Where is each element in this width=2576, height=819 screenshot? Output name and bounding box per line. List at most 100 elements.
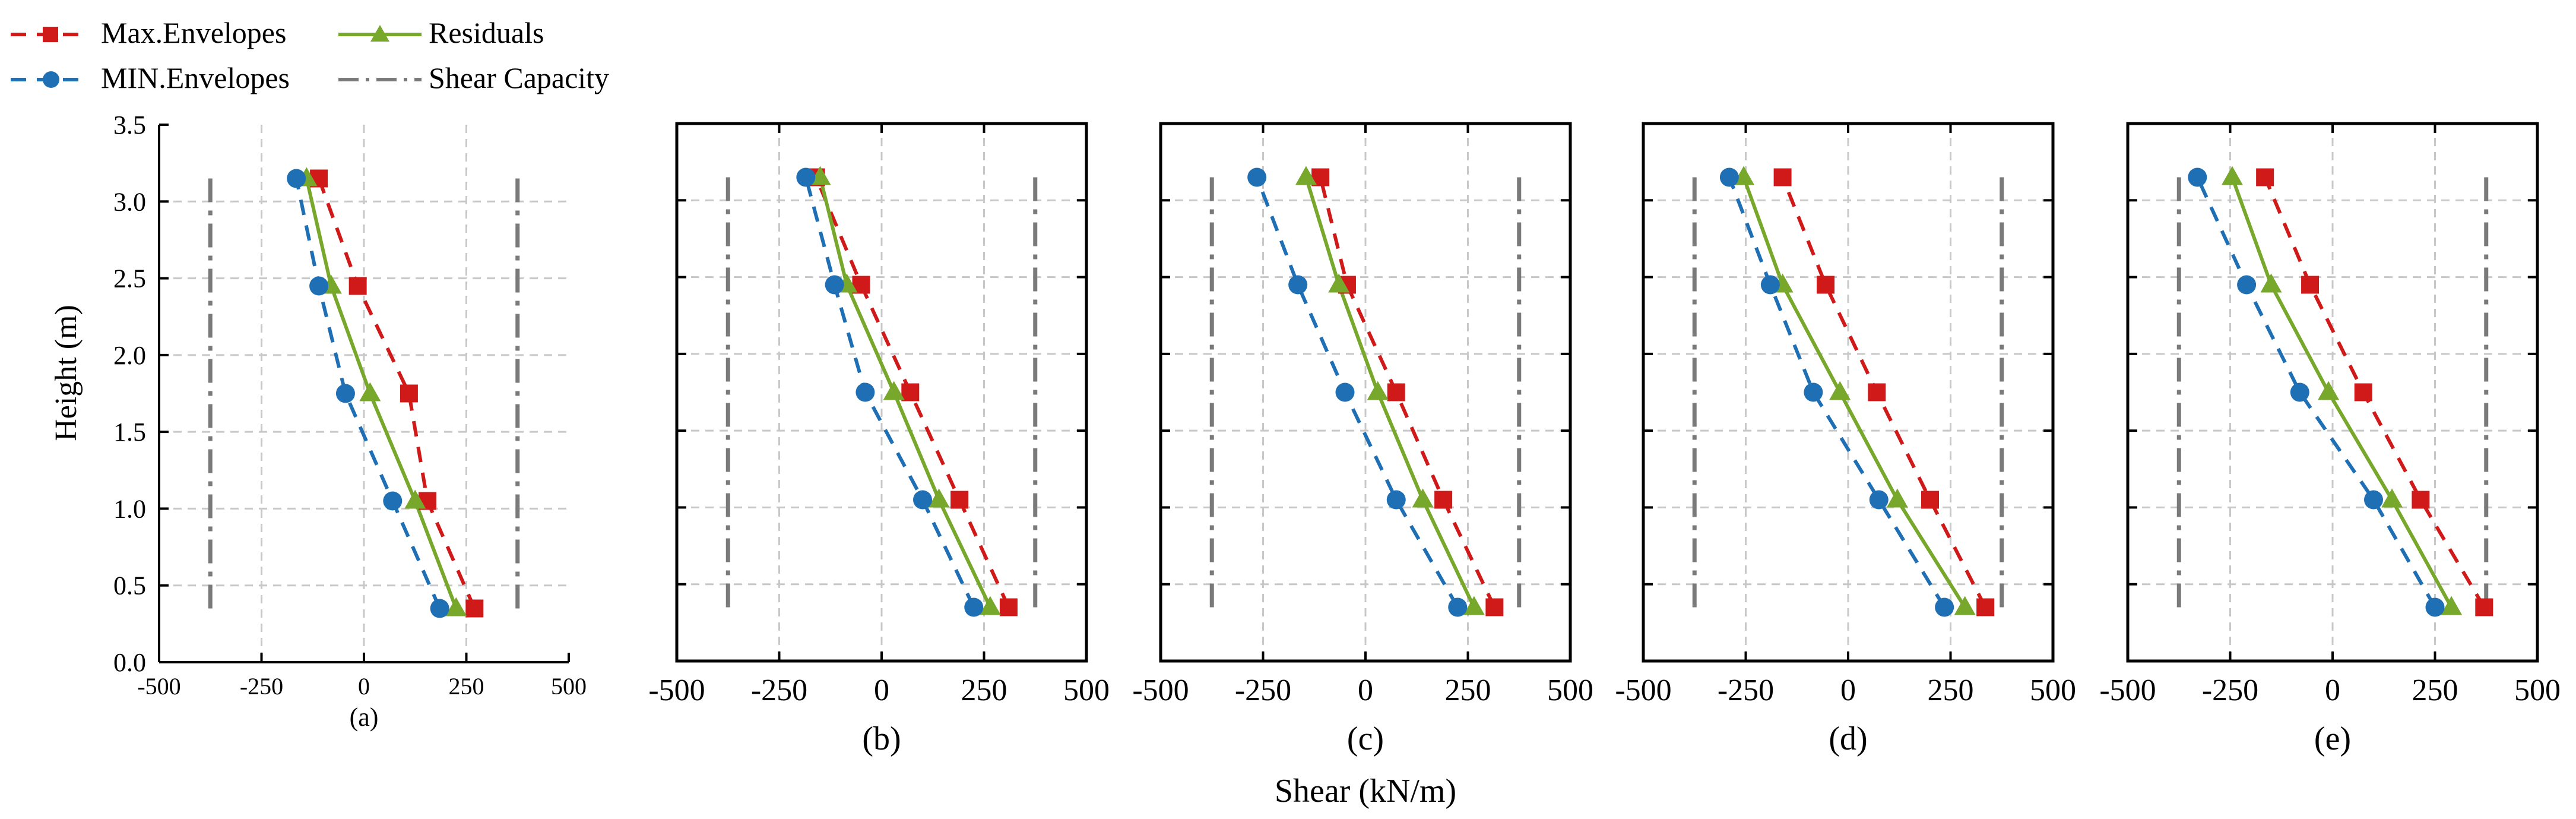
max-envelope-point xyxy=(1976,598,1995,616)
x-tick-label: 500 xyxy=(2514,673,2561,707)
panel-caption: (d) xyxy=(1829,720,1867,757)
residuals-point xyxy=(1412,488,1434,508)
y-axis-title: Height (m) xyxy=(49,305,83,441)
x-tick-label: 500 xyxy=(2030,673,2076,707)
residuals-point xyxy=(1463,596,1485,615)
panel-caption: (c) xyxy=(1347,720,1384,757)
y-tick-label: 1.5 xyxy=(113,418,146,447)
min-envelope-point xyxy=(287,169,306,188)
min-envelope-point xyxy=(2237,275,2257,295)
residuals-point xyxy=(928,488,950,508)
x-tick-label: 250 xyxy=(1445,673,1491,707)
x-axis-title: Shear (kN/m) xyxy=(1275,773,1456,809)
panel-caption: (e) xyxy=(2314,720,2351,757)
x-tick-label: -500 xyxy=(2099,673,2156,707)
y-tick-label: 3.0 xyxy=(113,187,146,216)
min-envelope-point xyxy=(1719,167,1739,187)
x-tick-label: 0 xyxy=(1840,673,1856,707)
legend-max-envelopes: Max.Envelopes xyxy=(11,16,286,49)
max-envelope-point xyxy=(400,384,418,403)
min-envelope-point xyxy=(2290,382,2309,402)
min-envelope-point xyxy=(856,382,875,402)
min-envelope-point xyxy=(335,384,355,403)
legend-capacity-label: Shear Capacity xyxy=(429,61,609,94)
x-tick-label: 500 xyxy=(551,673,587,700)
max-envelope-point xyxy=(901,383,920,401)
x-tick-label: 250 xyxy=(2412,673,2458,707)
legend-min-label: MIN.Envelopes xyxy=(101,61,290,94)
residuals-point xyxy=(1886,488,1908,508)
min-envelope-point xyxy=(1760,275,1780,295)
residuals-point xyxy=(2441,596,2463,615)
max-envelope-point xyxy=(999,598,1018,616)
min-series-line xyxy=(1255,176,1459,608)
residuals-point xyxy=(2260,273,2282,293)
panel-d: -500 -250 0 250 500 (d) xyxy=(1615,122,2076,757)
x-tick-label: 250 xyxy=(961,673,1007,707)
x-tick-label: 0 xyxy=(874,673,889,707)
max-envelope-point xyxy=(465,599,484,618)
residuals-point xyxy=(445,597,467,616)
residuals-point xyxy=(979,596,1001,615)
max-envelope-point xyxy=(348,277,367,295)
y-tick-label: 0.5 xyxy=(113,571,146,600)
residuals-point xyxy=(1328,273,1350,293)
residuals-series-line xyxy=(305,178,458,609)
min-envelope-point xyxy=(796,167,816,187)
residuals-point xyxy=(1829,381,1851,400)
panel-caption: (a) xyxy=(350,703,379,732)
x-tick-label: 250 xyxy=(1928,673,1974,707)
min-envelope-point xyxy=(964,597,984,617)
max-envelope-point xyxy=(1921,491,1939,509)
min-envelope-point xyxy=(1448,597,1468,617)
x-tick-label: -500 xyxy=(137,673,180,700)
x-tick-label: -500 xyxy=(1132,673,1189,707)
min-series-line xyxy=(1728,176,1946,609)
y-tick-label: 1.0 xyxy=(113,494,146,523)
max-envelope-point xyxy=(2301,276,2320,294)
x-tick-label: -500 xyxy=(648,673,705,707)
max-envelope-point xyxy=(2354,383,2372,401)
min-series-line xyxy=(2195,176,2437,608)
max-envelope-point xyxy=(1434,491,1453,509)
residuals-point xyxy=(1295,166,1317,185)
x-tick-label: 500 xyxy=(1063,673,1110,707)
min-envelope-point xyxy=(1804,382,1823,402)
min-envelope-point xyxy=(1869,490,1889,510)
max-envelope-point xyxy=(950,491,969,509)
legend-residuals: Residuals xyxy=(338,16,544,49)
x-tick-label: 0 xyxy=(358,673,370,700)
max-envelope-point xyxy=(2256,168,2274,186)
y-tick-label: 0.0 xyxy=(113,648,146,677)
residuals-point xyxy=(2221,166,2243,185)
min-envelope-point xyxy=(309,276,329,296)
min-envelope-point xyxy=(383,491,403,511)
legend-residuals-label: Residuals xyxy=(429,16,544,49)
residuals-point xyxy=(404,489,426,509)
min-envelope-point xyxy=(1935,597,1954,617)
residuals-point xyxy=(2381,488,2403,508)
x-tick-label: 0 xyxy=(2325,673,2340,707)
legend: Max.Envelopes Residuals MIN.Envelopes Sh… xyxy=(11,16,609,94)
max-envelope-point xyxy=(1387,383,1405,401)
residuals-point xyxy=(359,382,381,401)
min-envelope-point xyxy=(1288,275,1308,295)
legend-min-envelopes: MIN.Envelopes xyxy=(11,61,290,94)
min-envelope-point xyxy=(825,275,844,295)
x-tick-label: 250 xyxy=(449,673,484,700)
chart-panels: -500 -250 0 250 500 0.0 0.5 1.0 1.5 2.0 2.5 3.0 3.5 (… xyxy=(113,110,2561,757)
y-tick-label: 2.5 xyxy=(113,264,146,293)
x-tick-label: -250 xyxy=(240,673,283,700)
x-tick-label: -500 xyxy=(1615,673,1671,707)
y-tick-label: 2.0 xyxy=(113,341,146,370)
panel-c: -500 -250 0 250 500 (c) xyxy=(1132,122,1593,757)
min-envelope-point xyxy=(1335,382,1355,402)
legend-shear-capacity: Shear Capacity xyxy=(338,61,609,94)
max-envelope-point xyxy=(1868,383,1886,401)
residuals-point xyxy=(883,381,905,400)
x-tick-label: 0 xyxy=(1358,673,1373,707)
residuals-series-line xyxy=(2230,176,2453,608)
min-envelope-point xyxy=(913,490,932,510)
max-envelope-point xyxy=(1773,168,1792,186)
